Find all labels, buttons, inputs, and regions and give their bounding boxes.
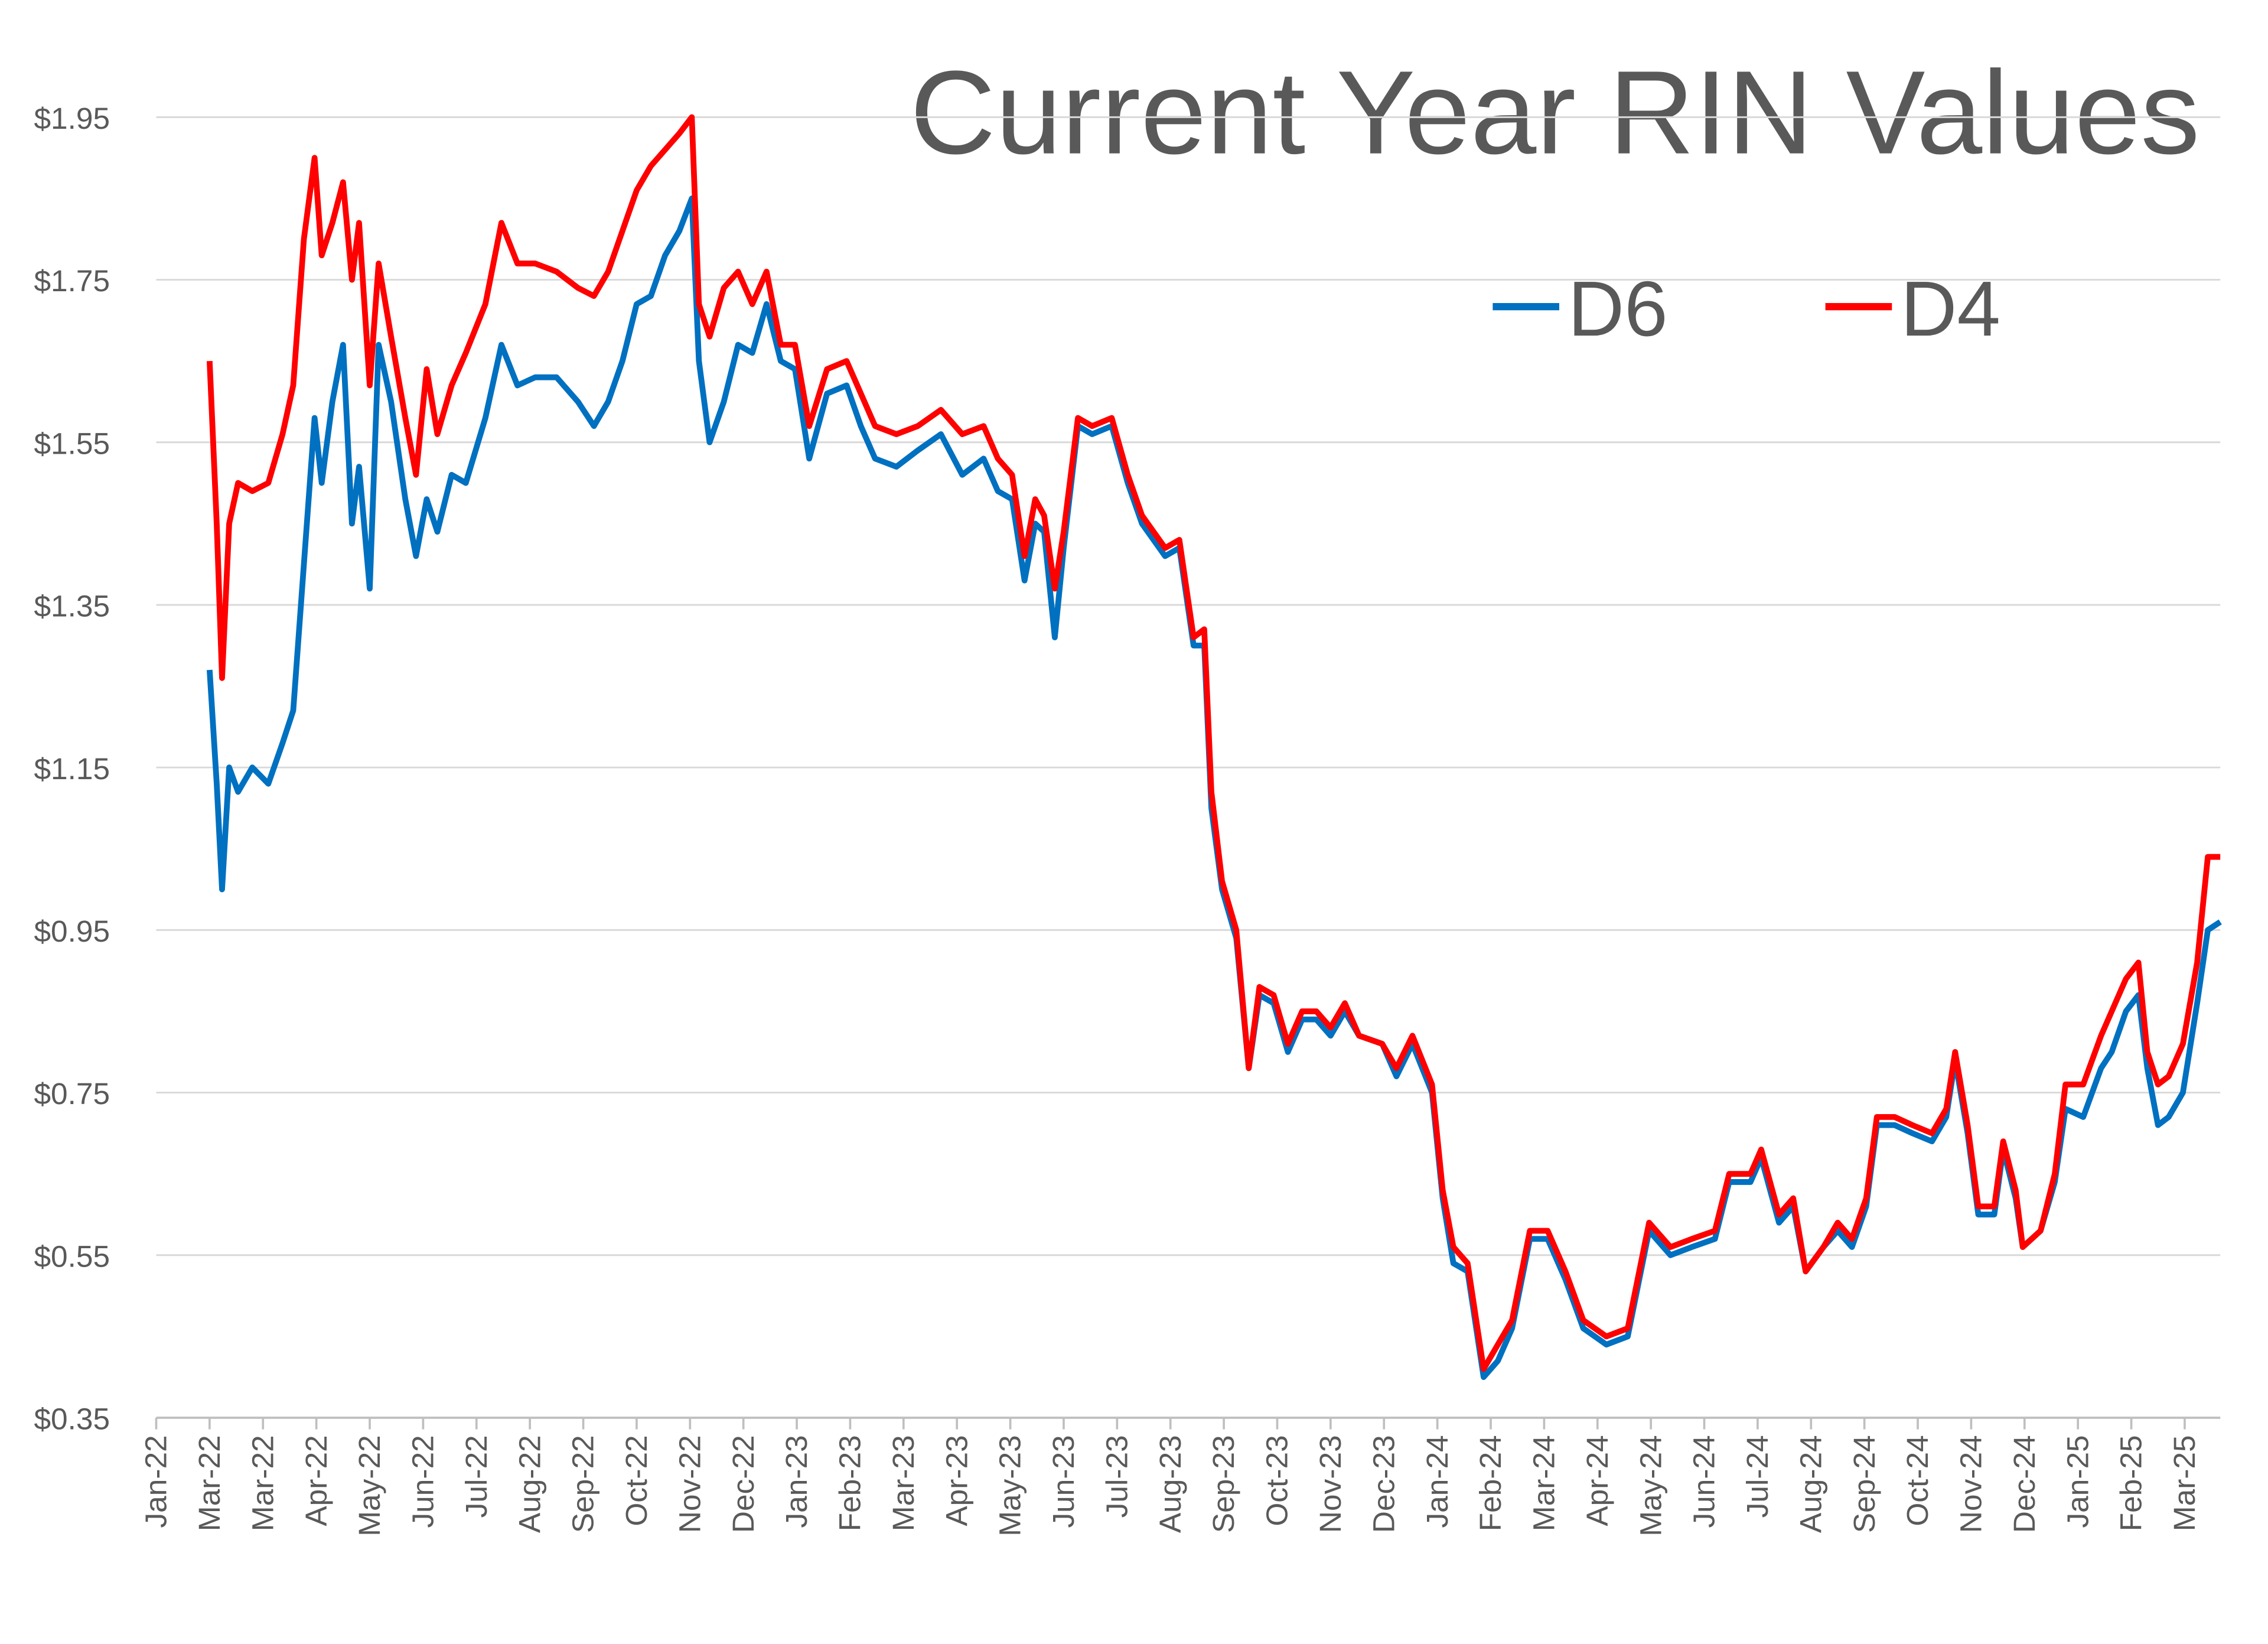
x-tick-label: Jul-24	[1740, 1435, 1774, 1518]
y-tick-label: $0.95	[34, 914, 110, 948]
x-tick-label: Apr-24	[1580, 1435, 1614, 1526]
x-tick-label: Feb-24	[1473, 1435, 1507, 1531]
x-tick-label: May-22	[352, 1435, 386, 1536]
y-tick-label: $0.55	[34, 1239, 110, 1273]
series-line	[206, 114, 2221, 1372]
x-tick-label: Dec-24	[2007, 1435, 2041, 1533]
x-tick-label: Aug-24	[1793, 1435, 1827, 1533]
x-tick-label: Mar-24	[1527, 1435, 1561, 1531]
chart-title: Current Year RIN Values	[910, 46, 2200, 179]
x-tick-label: Aug-22	[512, 1435, 546, 1533]
x-tick-label: Jan-24	[1420, 1435, 1454, 1528]
x-tick-label: Feb-23	[833, 1435, 867, 1531]
x-tick-label: Nov-24	[1954, 1435, 1988, 1533]
x-tick-label: Jun-22	[406, 1435, 440, 1528]
x-tick-label: Oct-23	[1260, 1435, 1294, 1526]
x-tick-label: May-23	[993, 1435, 1027, 1536]
y-tick-label: $1.15	[34, 751, 110, 786]
x-tick-label: Jun-24	[1687, 1435, 1721, 1528]
x-tick-label: Feb-25	[2114, 1435, 2148, 1531]
x-tick-label: Mar-25	[2167, 1435, 2201, 1531]
legend-label: D4	[1901, 265, 2000, 353]
y-tick-label: $1.35	[34, 589, 110, 623]
x-tick-label: Mar-23	[886, 1435, 920, 1531]
x-tick-label: Nov-22	[672, 1435, 706, 1533]
x-tick-label: Mar-22	[192, 1435, 226, 1531]
x-tick-label: Jul-23	[1099, 1435, 1133, 1518]
x-tick-label: Oct-24	[1900, 1435, 1934, 1526]
legend-label: D6	[1568, 265, 1668, 353]
y-tick-label: $1.75	[34, 263, 110, 298]
x-tick-label: Aug-23	[1153, 1435, 1187, 1533]
x-tick-label: Apr-22	[299, 1435, 333, 1526]
x-tick-label: Sep-23	[1206, 1435, 1240, 1533]
x-tick-label: Dec-23	[1366, 1435, 1400, 1533]
x-tick-label: Jan-23	[779, 1435, 813, 1528]
x-tick-label: Sep-22	[566, 1435, 600, 1533]
x-tick-label: Sep-24	[1847, 1435, 1881, 1533]
x-tick-label: Jan-22	[139, 1435, 173, 1528]
x-tick-label: Nov-23	[1313, 1435, 1347, 1533]
y-tick-label: $0.35	[34, 1402, 110, 1436]
y-tick-label: $0.75	[34, 1076, 110, 1111]
x-tick-label: Mar-22	[245, 1435, 279, 1531]
x-tick-label: Oct-22	[619, 1435, 653, 1526]
x-tick-label: May-24	[1633, 1435, 1667, 1536]
x-tick-label: Dec-22	[726, 1435, 760, 1533]
y-tick-label: $1.55	[34, 426, 110, 460]
y-tick-label: $1.95	[34, 101, 110, 135]
series-line	[206, 196, 2222, 1381]
x-tick-label: Jul-22	[459, 1435, 493, 1518]
x-tick-label: Jun-23	[1046, 1435, 1080, 1528]
x-tick-label: Apr-23	[939, 1435, 973, 1526]
x-tick-label: Jan-25	[2060, 1435, 2094, 1528]
